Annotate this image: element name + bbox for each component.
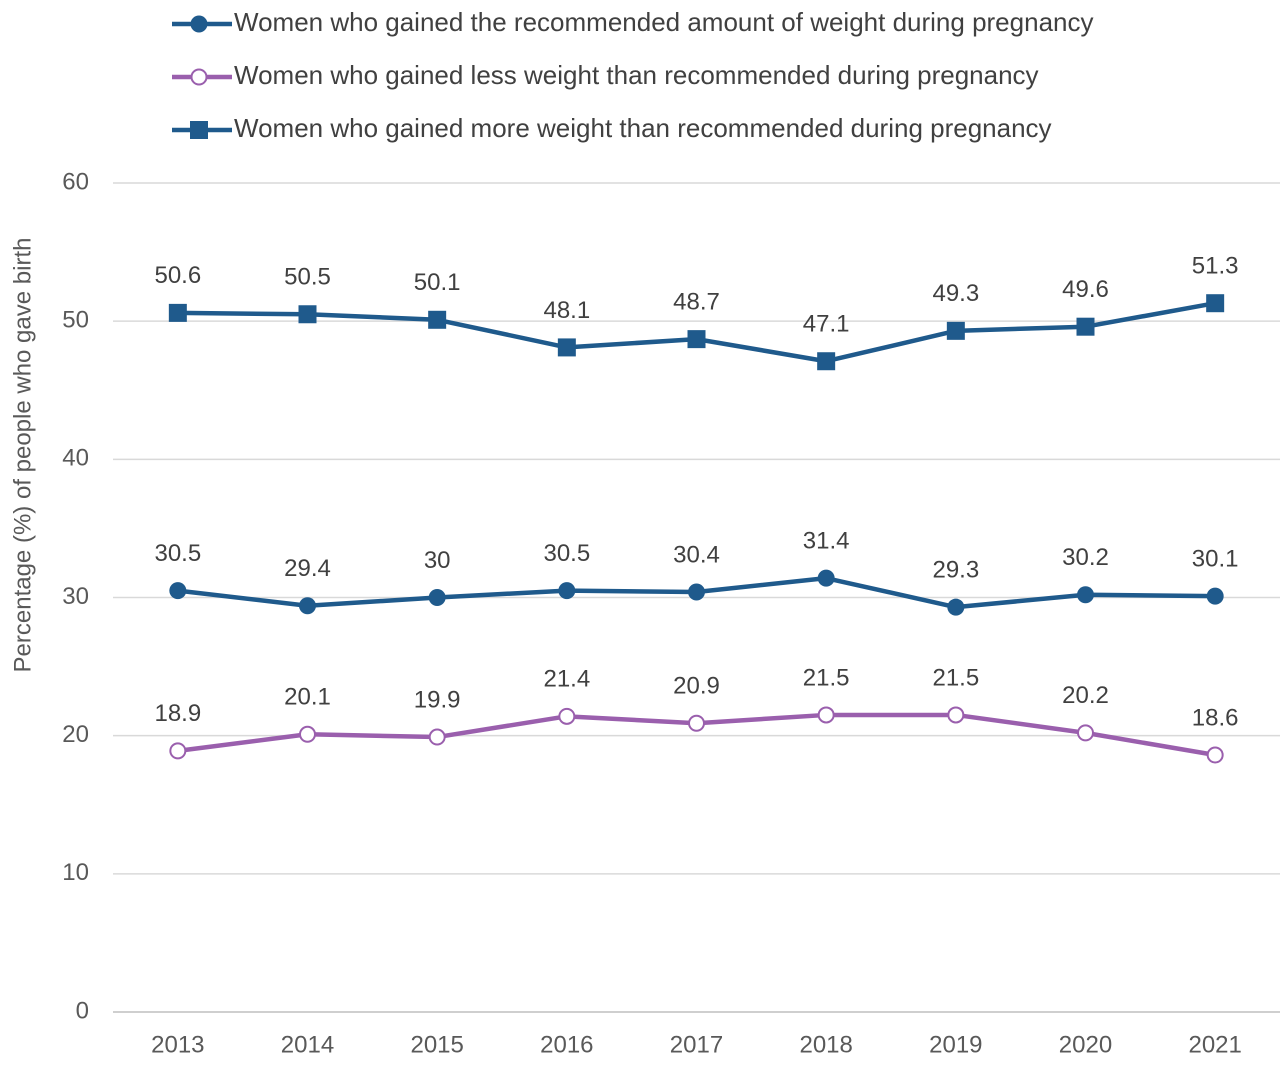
legend-label: Women who gained more weight than recomm… (234, 113, 1052, 143)
data-label: 48.7 (673, 288, 720, 315)
data-point (428, 310, 447, 329)
data-point (1206, 587, 1224, 605)
data-point (947, 706, 965, 724)
data-label: 21.5 (932, 664, 979, 691)
data-point (299, 725, 316, 743)
data-label: 50.6 (154, 262, 201, 289)
data-point (947, 598, 965, 616)
x-tick-label: 2020 (1059, 1031, 1112, 1058)
data-label: 18.9 (154, 700, 201, 727)
data-label: 47.1 (803, 311, 850, 338)
x-tick-label: 2017 (670, 1031, 723, 1058)
data-point (817, 706, 835, 724)
data-label: 30.5 (154, 540, 201, 567)
data-point (687, 330, 706, 349)
data-point (299, 597, 316, 615)
legend-marker (190, 15, 208, 33)
legend-marker (190, 68, 208, 86)
data-point (558, 582, 576, 600)
data-point (428, 589, 446, 606)
data-label: 19.9 (414, 686, 461, 713)
data-label: 29.4 (284, 555, 331, 582)
legend-label: Women who gained less weight than recomm… (234, 60, 1039, 90)
data-label: 30.4 (673, 541, 720, 568)
data-point (1206, 746, 1224, 764)
data-point (946, 321, 965, 340)
x-tick-label: 2016 (540, 1031, 593, 1058)
data-point (688, 583, 705, 601)
y-tick-label: 10 (62, 859, 89, 886)
data-point (688, 714, 705, 732)
data-label: 20.2 (1062, 682, 1109, 709)
data-point (168, 303, 187, 322)
x-tick-label: 2013 (151, 1031, 204, 1058)
data-point (558, 707, 576, 725)
data-point (169, 582, 187, 600)
data-point (169, 742, 187, 760)
data-label: 50.1 (414, 269, 461, 296)
data-point (1077, 724, 1094, 742)
data-label: 30.1 (1192, 545, 1239, 572)
x-tick-label: 2014 (281, 1031, 334, 1058)
x-tick-label: 2019 (929, 1031, 982, 1058)
y-axis-label: Percentage (%) of people who gave birth (9, 238, 36, 673)
data-label: 49.3 (932, 280, 979, 307)
data-label: 21.5 (803, 664, 850, 691)
data-point (1206, 294, 1225, 313)
data-label: 20.9 (673, 673, 720, 700)
y-tick-label: 0 (76, 997, 89, 1024)
data-point (817, 569, 835, 587)
data-label: 49.6 (1062, 276, 1109, 303)
y-tick-label: 40 (62, 445, 89, 472)
legend-label: Women who gained the recommended amount … (234, 7, 1094, 37)
data-label: 20.1 (284, 684, 331, 711)
y-tick-label: 50 (62, 307, 89, 334)
data-label: 29.3 (932, 557, 979, 584)
data-point (817, 352, 836, 371)
data-point (1076, 317, 1095, 336)
data-label: 21.4 (543, 666, 590, 693)
data-label: 30 (424, 547, 451, 574)
data-point (428, 728, 446, 746)
data-label: 18.6 (1192, 704, 1239, 731)
legend-marker (190, 121, 208, 139)
y-tick-label: 60 (62, 168, 89, 195)
x-tick-label: 2018 (799, 1031, 852, 1058)
data-label: 30.5 (543, 540, 590, 567)
x-tick-label: 2015 (410, 1031, 463, 1058)
data-label: 48.1 (543, 297, 590, 324)
data-label: 50.5 (284, 264, 331, 291)
x-tick-label: 2021 (1188, 1031, 1241, 1058)
data-label: 31.4 (803, 528, 850, 555)
y-tick-label: 20 (62, 721, 89, 748)
data-label: 30.2 (1062, 544, 1109, 571)
data-point (1077, 586, 1094, 604)
data-point (557, 338, 576, 357)
data-point (298, 305, 317, 324)
data-label: 51.3 (1192, 253, 1239, 280)
y-tick-label: 30 (62, 583, 89, 610)
